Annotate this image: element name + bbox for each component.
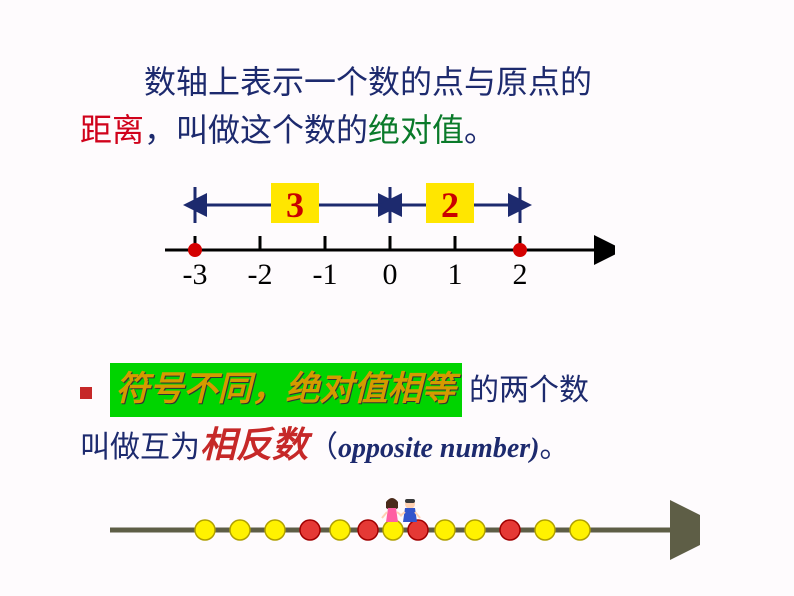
- intro-indent: [80, 64, 144, 100]
- intro-paragraph: 数轴上表示一个数的点与原点的 距离，叫做这个数的绝对值。: [80, 58, 714, 154]
- intro-part3: 。: [464, 112, 496, 148]
- svg-text:-1: -1: [313, 258, 338, 291]
- opposite-word: 相反数: [200, 425, 308, 465]
- highlight-box: 符号不同，绝对值相等: [110, 363, 462, 417]
- intro-green: 绝对值: [368, 112, 464, 148]
- paren-open: （: [308, 431, 338, 464]
- bottom-svg: [110, 490, 700, 570]
- def-line2a: 叫做互为: [80, 431, 200, 464]
- intro-red: 距离: [80, 112, 144, 148]
- number-line-svg: -3 -2 -1 0 1 2 3 2: [155, 175, 615, 305]
- svg-text:2: 2: [513, 258, 528, 291]
- english-term: opposite number): [338, 433, 539, 464]
- svg-text:1: 1: [448, 258, 463, 291]
- intro-part1: 数轴上表示一个数的点与原点的: [144, 64, 592, 100]
- definition-block: 符号不同，绝对值相等 的两个数 叫做互为相反数（opposite number)…: [80, 363, 714, 475]
- number-line-diagram: -3 -2 -1 0 1 2 3 2: [155, 175, 615, 305]
- svg-text:-2: -2: [248, 258, 273, 291]
- svg-text:3: 3: [286, 185, 304, 225]
- svg-text:0: 0: [383, 258, 398, 291]
- svg-text:2: 2: [441, 185, 459, 225]
- svg-text:-3: -3: [183, 258, 208, 291]
- def-after1: 的两个数: [469, 374, 589, 407]
- bullet-icon: [80, 387, 92, 399]
- def-period: 。: [539, 431, 569, 464]
- bottom-arrow-line: [110, 490, 700, 570]
- intro-part2: ，叫做这个数的: [144, 112, 368, 148]
